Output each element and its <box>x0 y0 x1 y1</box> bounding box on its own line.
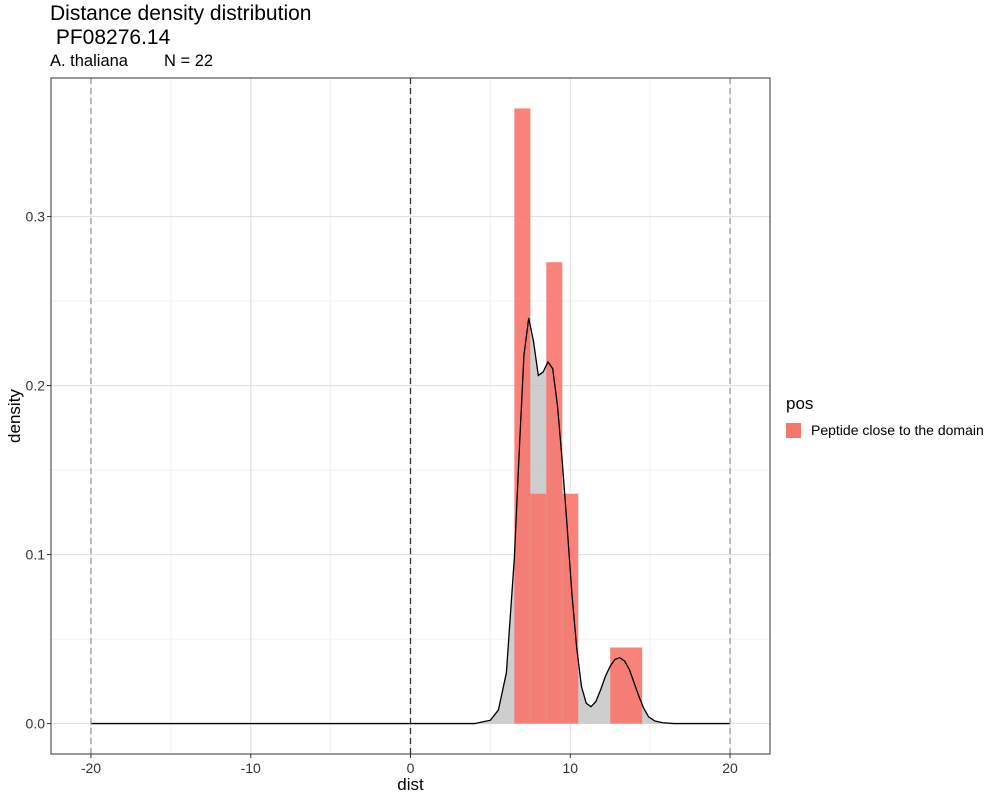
legend-label: Peptide close to the domain <box>811 422 984 438</box>
x-tick-label: -20 <box>81 760 101 776</box>
subtitle-species: A. thaliana <box>50 52 128 70</box>
chart-title-line-1: Distance density distribution <box>50 2 312 25</box>
y-tick-label: 0.0 <box>26 716 46 732</box>
x-tick-label: -10 <box>241 760 261 776</box>
x-tick-label: 0 <box>407 760 415 776</box>
x-tick-label: 20 <box>722 760 738 776</box>
histogram-bar-5 <box>610 647 643 724</box>
x-axis-title: dist <box>397 775 424 794</box>
chart-subtitle: A. thaliana N = 22 <box>50 52 213 71</box>
density-curve-line <box>90 317 731 725</box>
y-axis-title: density <box>5 389 24 443</box>
chart-title-line-2: PF08276.14 <box>50 26 171 49</box>
histogram-bar-3 <box>546 262 563 724</box>
y-tick-label: 0.1 <box>26 547 46 563</box>
subtitle-sample-size: N = 22 <box>163 52 214 70</box>
y-tick-label: 0.3 <box>26 209 46 225</box>
y-tick-label: 0.2 <box>26 378 46 394</box>
histogram-bar-2 <box>530 493 547 724</box>
chart-title: Distance density distribution PF08276.14 <box>50 2 311 50</box>
legend-item: Peptide close to the domain <box>786 422 984 438</box>
x-tick-label: 10 <box>562 760 578 776</box>
legend-key-swatch <box>786 422 801 438</box>
histogram-bar-1 <box>514 108 531 724</box>
legend: pos Peptide close to the domain <box>786 394 984 438</box>
legend-title: pos <box>786 394 814 413</box>
histogram-bar-4 <box>562 493 579 724</box>
